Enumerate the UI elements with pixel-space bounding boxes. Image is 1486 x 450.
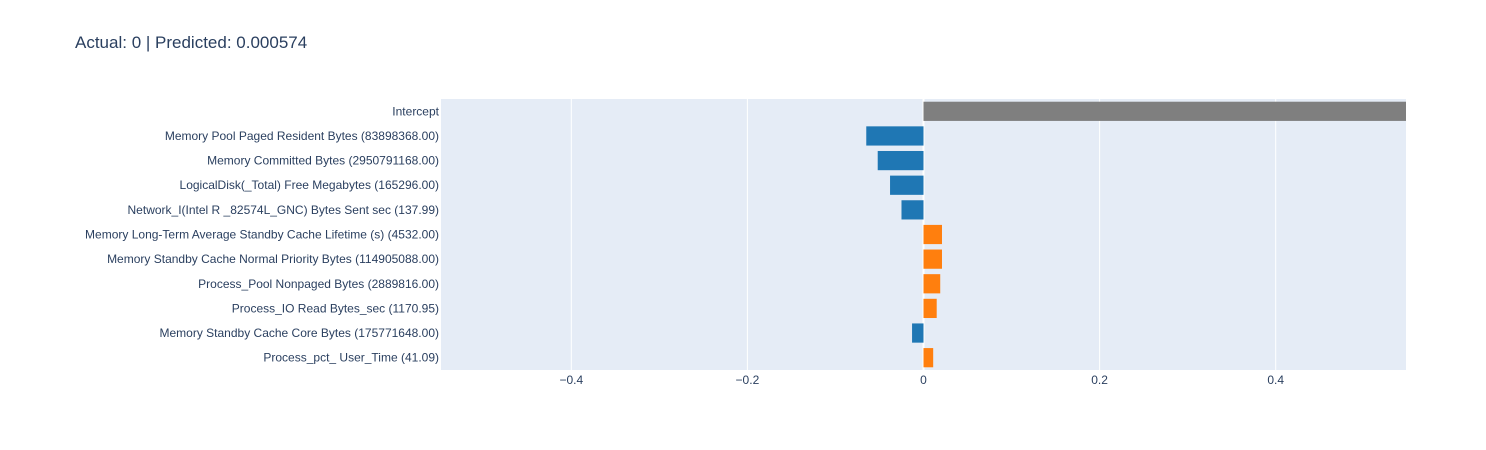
bar: [923, 224, 942, 245]
x-tick-label: 0.2: [1091, 373, 1108, 387]
bar: [877, 150, 924, 171]
y-tick-label: Process_IO Read Bytes_sec (1170.95): [232, 301, 439, 315]
y-tick-label: Network_I(Intel R _82574L_GNC) Bytes Sen…: [128, 203, 439, 217]
x-tick-label: −0.4: [559, 373, 583, 387]
bar: [912, 323, 924, 343]
x-tick-label: −0.2: [736, 373, 760, 387]
bar: [890, 175, 924, 195]
y-axis-labels: Intercept Memory Pool Paged Resident Byte…: [85, 104, 440, 364]
bar: [901, 200, 924, 220]
y-tick-label: Memory Pool Paged Resident Bytes (838983…: [165, 129, 439, 143]
bar: [923, 348, 934, 368]
bar: [923, 298, 937, 319]
bar: [923, 274, 941, 294]
y-tick-label: Process_Pool Nonpaged Bytes (2889816.00): [198, 277, 439, 291]
y-tick-label: Memory Standby Cache Core Bytes (1757716…: [160, 326, 440, 340]
y-tick-label: Memory Committed Bytes (2950791168.00): [207, 154, 439, 168]
y-tick-label: LogicalDisk(_Total) Free Megabytes (1652…: [180, 178, 439, 192]
chart-title: Actual: 0 | Predicted: 0.000574: [75, 33, 308, 52]
y-tick-label: Memory Long-Term Average Standby Cache L…: [85, 228, 439, 242]
y-tick-label: Intercept: [392, 104, 439, 118]
x-tick-label: 0.4: [1267, 373, 1284, 387]
y-tick-label: Process_pct_ User_Time (41.09): [263, 351, 439, 365]
y-tick-label: Memory Standby Cache Normal Priority Byt…: [107, 252, 439, 266]
bar: [866, 126, 924, 146]
bar: [923, 249, 942, 269]
x-axis-labels: −0.4 −0.2 0 0.2 0.4: [559, 373, 1284, 387]
x-tick-label: 0: [920, 373, 927, 387]
bar-intercept: [923, 101, 1406, 121]
bars: [866, 101, 1406, 368]
